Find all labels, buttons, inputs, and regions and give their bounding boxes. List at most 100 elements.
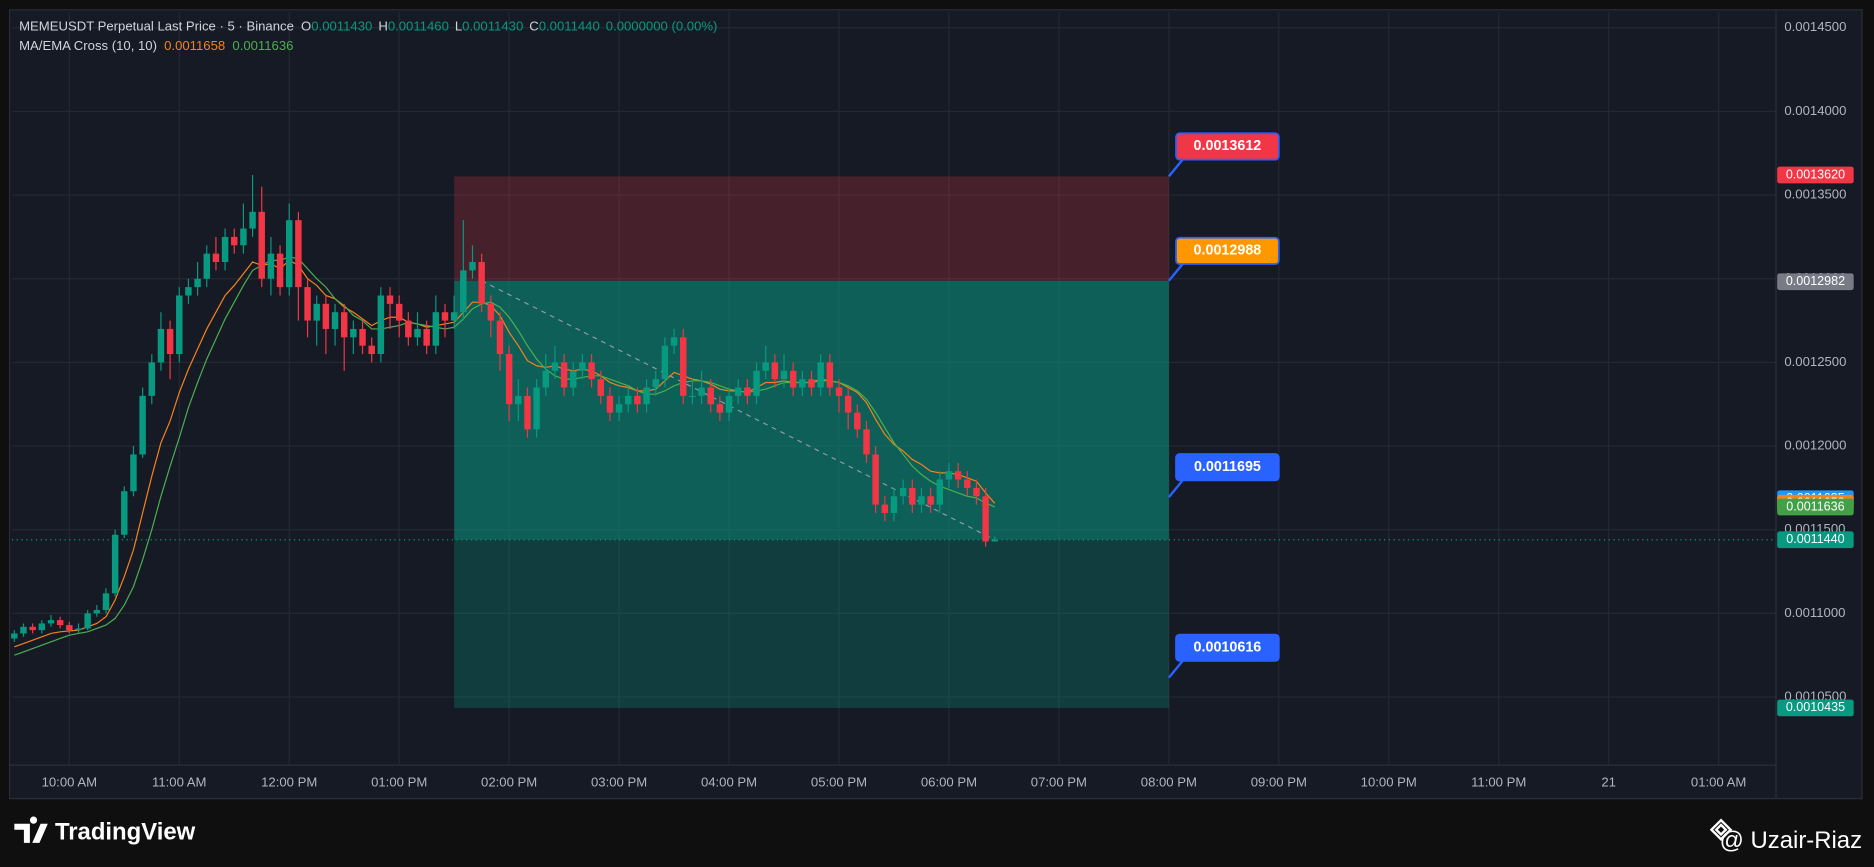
candle-body <box>441 312 449 321</box>
candle-body <box>634 395 641 405</box>
profit-zone-filled <box>454 280 1169 540</box>
candle-body <box>854 412 861 430</box>
candle-body <box>350 328 357 338</box>
candle-body <box>542 370 550 388</box>
candle-body <box>680 337 687 396</box>
candle-body <box>29 626 36 631</box>
candle-body <box>579 362 586 371</box>
y-tick-label: 0.0013500 <box>1784 187 1846 202</box>
candle-body <box>231 236 238 246</box>
candle-body <box>460 270 467 313</box>
symbol: MEMEUSDT Perpetual Last Price · 5 · Bina… <box>19 19 294 34</box>
price-tag <box>1777 273 1854 291</box>
candle-body <box>817 362 824 388</box>
level-label: 0.0010616 <box>1194 640 1262 656</box>
candle-body <box>221 236 229 263</box>
candle-body <box>423 328 430 346</box>
candle-body <box>744 387 751 396</box>
indicator-value: 0.0011658 <box>164 38 225 53</box>
candle-body <box>597 379 604 396</box>
y-tick-label: 0.0011000 <box>1784 605 1845 620</box>
candle-body <box>276 253 284 288</box>
candle-body <box>652 379 659 388</box>
candle-body <box>826 362 834 388</box>
x-tick-label: 07:00 PM <box>1031 775 1087 790</box>
candle-body <box>240 228 247 246</box>
candle-body <box>643 387 650 405</box>
candle-body <box>185 287 192 296</box>
candle-body <box>964 479 971 488</box>
candle-body <box>11 633 18 639</box>
candle-body <box>368 345 375 355</box>
candle-body <box>725 395 733 413</box>
x-tick-label: 01:00 AM <box>1691 775 1746 790</box>
x-tick-label: 11:00 AM <box>152 775 206 790</box>
candle-body <box>771 362 779 380</box>
candle-body <box>918 496 925 505</box>
x-tick-label: 01:00 PM <box>371 775 427 790</box>
candle-body <box>258 211 265 279</box>
brand: TradingView <box>55 819 196 846</box>
candle-body <box>249 211 256 229</box>
price-tag-label: 0.0013620 <box>1786 167 1845 181</box>
candle-body <box>66 625 73 631</box>
candle-body <box>450 312 458 321</box>
candle-body <box>157 328 165 363</box>
level-label-box <box>1175 453 1280 482</box>
ohlc-key: O <box>301 19 311 34</box>
candle-body <box>139 395 146 455</box>
price-tag <box>1777 498 1854 516</box>
x-tick-label: 04:00 PM <box>701 775 757 790</box>
x-tick-label: 10:00 PM <box>1361 775 1417 790</box>
tradingview-logo <box>14 816 48 843</box>
price-tag <box>1777 166 1854 184</box>
candle-body <box>533 387 540 430</box>
x-tick-label: 03:00 PM <box>591 775 647 790</box>
candle-body <box>936 479 944 505</box>
axes: 0.00105000.00110000.00115000.00120000.00… <box>42 19 1847 789</box>
candle-body <box>881 504 889 514</box>
candle-body <box>808 379 815 388</box>
candle-body <box>909 487 916 505</box>
candle-body <box>780 370 788 380</box>
level-label: 0.0011695 <box>1194 459 1261 475</box>
candle-body <box>844 395 852 413</box>
candle-body <box>313 303 320 321</box>
candle-body <box>148 362 156 396</box>
candle-body <box>20 626 27 634</box>
candle-body <box>762 362 769 371</box>
x-tick-label: 06:00 PM <box>921 775 977 790</box>
candle-body <box>478 262 485 304</box>
change: 0.0000000 (0.00%) <box>606 19 718 34</box>
candle-body <box>661 345 669 380</box>
candle-body <box>56 620 64 626</box>
candle-body <box>789 370 797 388</box>
candle-body <box>194 278 201 288</box>
binance-logo <box>1709 818 1733 841</box>
candle-body <box>606 395 614 413</box>
position-tool: 0.0013612 0.0012988 0.0011695 0.0010616 <box>11 132 1776 708</box>
candle-body <box>991 539 998 542</box>
price-tag-label: 0.0011440 <box>1786 532 1844 546</box>
candle-body <box>551 362 559 371</box>
ohlc-value: 0.0011430 <box>311 19 372 34</box>
candle-body <box>872 454 879 505</box>
candle-body <box>359 328 366 346</box>
candle-body <box>130 454 137 492</box>
candle-body <box>927 496 934 505</box>
legend-symbol-line: MEMEUSDT Perpetual Last Price · 5 · Bina… <box>19 19 717 34</box>
candle-body <box>698 387 705 396</box>
author: @ Uzair-Riaz <box>1720 827 1862 854</box>
candle-body <box>47 620 55 624</box>
candle-body <box>102 593 110 611</box>
candle-body <box>377 295 385 355</box>
level-label: 0.0013612 <box>1194 138 1262 154</box>
candle-body <box>954 471 962 480</box>
price-tag-label: 0.0011636 <box>1786 499 1844 513</box>
x-tick-label: 02:00 PM <box>481 775 537 790</box>
candle-body <box>615 404 623 413</box>
x-tick-label: 09:00 PM <box>1251 775 1307 790</box>
y-tick-label: 0.0012500 <box>1784 354 1846 369</box>
candle-body <box>945 471 953 480</box>
candle-body <box>799 379 806 388</box>
